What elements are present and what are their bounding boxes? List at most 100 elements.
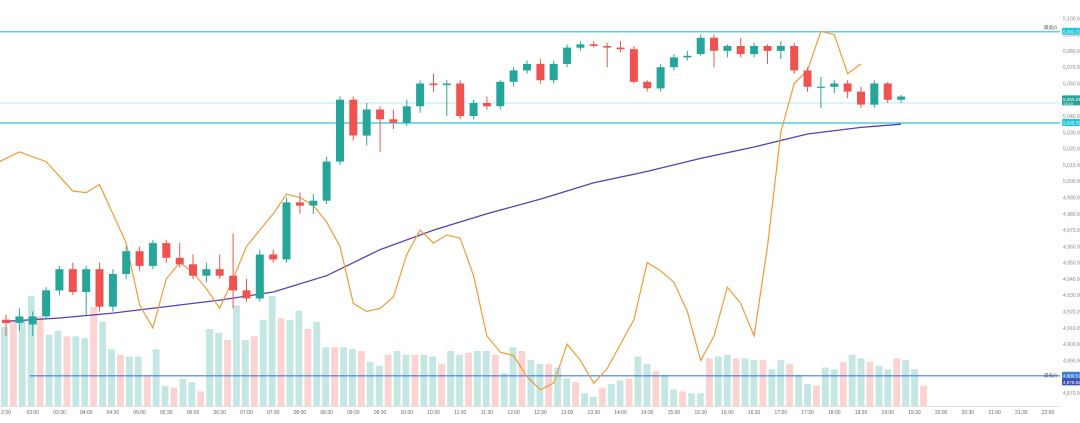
candle-body: [496, 81, 505, 107]
time-tick-label: 19:30: [908, 410, 921, 416]
candle-body: [509, 70, 518, 82]
candle-body: [589, 44, 598, 46]
time-tick-label: 05:30: [160, 410, 173, 416]
candle-body: [122, 251, 131, 274]
candle-body: [442, 83, 451, 86]
volume-bar: [482, 351, 490, 406]
volume-bar: [384, 354, 392, 406]
candle-body: [135, 251, 144, 266]
time-tick-label: 10:00: [401, 410, 414, 416]
candle-body: [897, 96, 906, 100]
time-tick-label: 21:00: [988, 410, 1001, 416]
candle-body: [295, 202, 304, 206]
candle-body: [309, 200, 318, 206]
price-tick-label: 5,070.00: [1063, 65, 1080, 71]
time-tick-label: 08:00: [294, 410, 307, 416]
price-tick-label: 4,900.00: [1063, 342, 1080, 348]
time-tick-label: 18:30: [855, 410, 868, 416]
candle-body: [202, 269, 211, 276]
current-price-label-sub: 13:15: [1063, 101, 1074, 106]
volume-bar: [554, 367, 562, 406]
volume-bar: [259, 319, 267, 406]
volume-bar: [491, 354, 499, 406]
price-tick-label: 4,910.00: [1063, 326, 1080, 332]
volume-bar: [402, 354, 410, 406]
volume-bar: [893, 358, 901, 406]
ma-price-label-bg: [1062, 119, 1080, 126]
candle-body: [322, 161, 331, 201]
volume-bar: [411, 354, 419, 406]
volume-bar: [813, 385, 820, 406]
candle-body: [763, 46, 772, 51]
candle-body: [349, 99, 358, 136]
volume-bar: [545, 363, 553, 406]
volume-bar: [625, 378, 633, 406]
ma-line: [5, 123, 902, 322]
volume-bar: [705, 358, 713, 406]
low-price-label-bg: [1062, 371, 1080, 379]
time-tick-label: 11:00: [454, 410, 466, 416]
volume-bar: [884, 369, 892, 406]
volume-bar: [18, 319, 26, 406]
time-tick-label: 10:30: [427, 410, 440, 416]
candle-body: [255, 254, 264, 299]
candle-body: [576, 44, 585, 48]
volume-bar: [821, 367, 829, 406]
low-price-label-value: 4,880.51: [1063, 373, 1080, 378]
price-tick-label: 5,030.00: [1063, 130, 1080, 136]
candle-body: [536, 63, 545, 81]
volume-bar: [161, 385, 169, 406]
time-tick-label: 09:00: [347, 410, 360, 416]
candle-body: [336, 99, 344, 162]
volume-bar: [36, 316, 44, 406]
volume-bars: [1, 296, 927, 406]
volume-bar: [839, 362, 847, 406]
candle-body: [55, 269, 64, 291]
volume-bar: [357, 351, 365, 406]
price-tick-label: 5,090.00: [1063, 33, 1080, 39]
candle-body: [189, 264, 197, 276]
volume-bar: [902, 360, 910, 406]
price-tick-label: 5,060.00: [1063, 82, 1080, 88]
volume-bar: [830, 369, 838, 406]
candle-body: [629, 49, 638, 82]
volume-bar: [286, 319, 294, 406]
volume-bar: [188, 382, 196, 406]
volume-bar: [768, 369, 776, 406]
volume-bar: [911, 369, 919, 406]
volume-bar: [500, 373, 508, 406]
candle-body: [162, 243, 171, 258]
time-tick-label: 11:30: [481, 410, 493, 416]
price-tick-label: 4,950.00: [1063, 261, 1080, 267]
time-tick-label: 06:00: [187, 410, 200, 416]
candle-body: [148, 243, 157, 266]
candle-body: [883, 83, 892, 100]
volume-bar: [723, 354, 731, 406]
candle-body: [683, 55, 692, 58]
volume-bar: [429, 356, 437, 406]
candle-body: [376, 109, 385, 120]
price-tick-label: 4,980.00: [1063, 212, 1080, 218]
current-price-label-bg: [1062, 95, 1080, 106]
volume-bar: [563, 378, 571, 406]
volume-bar: [420, 354, 428, 406]
volume-bar: [179, 378, 187, 406]
candle-body: [790, 46, 799, 71]
time-tick-label: 20:30: [962, 410, 975, 416]
candle-body: [416, 83, 425, 107]
time-tick-label: 04:00: [80, 410, 93, 416]
volume-bar: [277, 318, 285, 406]
time-tick-label: 2:30: [1, 410, 11, 416]
candle-body: [736, 46, 745, 55]
volume-bar: [875, 365, 883, 406]
volume-bar: [304, 329, 312, 406]
volume-bar: [268, 296, 276, 406]
candle-body: [643, 81, 652, 89]
horizontal-levels: [0, 31, 1060, 377]
current-price-label-value: 5,050.24: [1063, 97, 1080, 102]
low2-price-label-bg: [1062, 378, 1080, 386]
price-tick-label: 4,940.00: [1063, 277, 1080, 283]
